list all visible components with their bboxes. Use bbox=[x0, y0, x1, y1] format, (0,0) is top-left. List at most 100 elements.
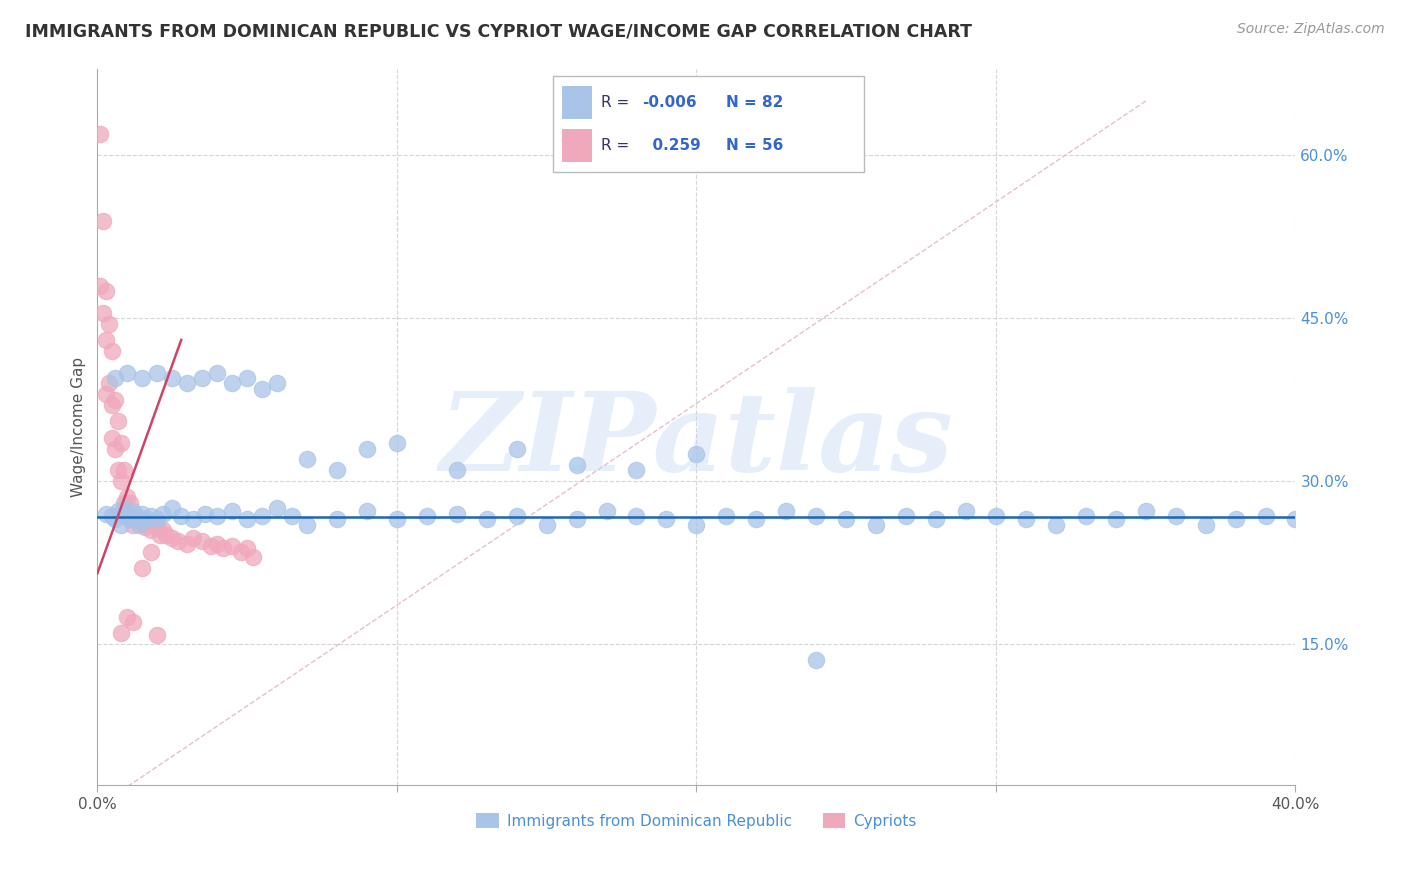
Point bbox=[134, 512, 156, 526]
Point bbox=[101, 343, 124, 358]
Y-axis label: Wage/Income Gap: Wage/Income Gap bbox=[72, 357, 86, 497]
Point bbox=[716, 508, 738, 523]
Point bbox=[110, 436, 132, 450]
Point bbox=[160, 531, 183, 545]
Point bbox=[1074, 508, 1097, 523]
Point bbox=[112, 501, 135, 516]
Point bbox=[122, 504, 145, 518]
Text: N = 56: N = 56 bbox=[727, 137, 783, 153]
Text: R =: R = bbox=[600, 95, 634, 110]
Point bbox=[117, 507, 139, 521]
Text: -0.006: -0.006 bbox=[643, 95, 697, 110]
Point bbox=[101, 398, 124, 412]
Point bbox=[96, 333, 118, 347]
Point bbox=[120, 512, 142, 526]
Point bbox=[250, 382, 273, 396]
Point bbox=[112, 496, 135, 510]
Point bbox=[356, 442, 378, 456]
Point bbox=[96, 387, 118, 401]
Point bbox=[141, 508, 163, 523]
Point bbox=[176, 376, 198, 391]
Point bbox=[326, 463, 349, 477]
Point bbox=[356, 504, 378, 518]
Point bbox=[1194, 517, 1216, 532]
Point bbox=[143, 517, 166, 532]
Point bbox=[595, 504, 617, 518]
Point bbox=[117, 609, 139, 624]
Point bbox=[98, 376, 121, 391]
Point bbox=[141, 523, 163, 537]
Point bbox=[745, 512, 768, 526]
Point bbox=[626, 508, 648, 523]
Point bbox=[205, 366, 228, 380]
Point bbox=[191, 533, 214, 548]
Point bbox=[212, 541, 235, 556]
Point bbox=[128, 516, 150, 530]
Point bbox=[160, 501, 183, 516]
Text: ZIPatlas: ZIPatlas bbox=[440, 387, 953, 495]
Point bbox=[122, 517, 145, 532]
Point bbox=[152, 507, 174, 521]
Point bbox=[266, 376, 288, 391]
Point bbox=[122, 507, 145, 521]
Point bbox=[128, 517, 150, 532]
Point bbox=[1105, 512, 1128, 526]
Point bbox=[104, 392, 127, 407]
Point bbox=[655, 512, 678, 526]
Point bbox=[107, 414, 129, 428]
Point bbox=[89, 127, 111, 141]
Point bbox=[110, 626, 132, 640]
Point bbox=[131, 561, 153, 575]
Point bbox=[160, 371, 183, 385]
Point bbox=[865, 517, 887, 532]
Point bbox=[152, 523, 174, 537]
Point bbox=[194, 507, 217, 521]
Point bbox=[236, 371, 259, 385]
Point bbox=[281, 508, 304, 523]
Point bbox=[1135, 504, 1157, 518]
Point bbox=[1015, 512, 1038, 526]
Point bbox=[242, 550, 264, 565]
Point bbox=[101, 431, 124, 445]
Point bbox=[131, 371, 153, 385]
Point bbox=[236, 541, 259, 556]
Point bbox=[117, 491, 139, 505]
Point bbox=[122, 615, 145, 630]
Point bbox=[146, 519, 169, 533]
Point bbox=[536, 517, 558, 532]
Point bbox=[565, 512, 588, 526]
Point bbox=[146, 512, 169, 526]
Text: Source: ZipAtlas.com: Source: ZipAtlas.com bbox=[1237, 22, 1385, 37]
FancyBboxPatch shape bbox=[553, 76, 865, 172]
Point bbox=[626, 463, 648, 477]
Point bbox=[104, 442, 127, 456]
Point bbox=[835, 512, 858, 526]
Point bbox=[93, 213, 115, 227]
Point bbox=[120, 496, 142, 510]
Point bbox=[107, 463, 129, 477]
Point bbox=[170, 508, 193, 523]
Point bbox=[984, 508, 1007, 523]
Point bbox=[200, 539, 222, 553]
Point bbox=[505, 508, 527, 523]
Point bbox=[1225, 512, 1247, 526]
Point bbox=[385, 436, 408, 450]
Point bbox=[925, 512, 948, 526]
Point bbox=[131, 507, 153, 521]
Point bbox=[295, 452, 318, 467]
Point bbox=[475, 512, 498, 526]
Point bbox=[146, 628, 169, 642]
Point bbox=[1164, 508, 1187, 523]
Point bbox=[685, 447, 707, 461]
Point bbox=[110, 474, 132, 488]
Point bbox=[1045, 517, 1067, 532]
FancyBboxPatch shape bbox=[562, 87, 592, 119]
Point bbox=[141, 544, 163, 558]
Point bbox=[266, 501, 288, 516]
FancyBboxPatch shape bbox=[562, 129, 592, 161]
Point bbox=[806, 508, 828, 523]
Point bbox=[416, 508, 439, 523]
Point bbox=[110, 507, 132, 521]
Point bbox=[155, 528, 177, 542]
Point bbox=[221, 539, 243, 553]
